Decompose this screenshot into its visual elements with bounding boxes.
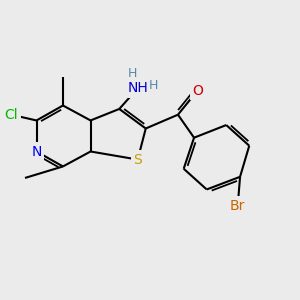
Text: H: H xyxy=(149,80,158,92)
Text: O: O xyxy=(192,83,203,98)
Text: NH: NH xyxy=(127,81,148,95)
Text: H: H xyxy=(127,67,136,80)
Text: S: S xyxy=(133,152,142,167)
Text: N: N xyxy=(31,145,42,158)
Text: Br: Br xyxy=(230,199,245,212)
Text: Cl: Cl xyxy=(4,108,18,122)
